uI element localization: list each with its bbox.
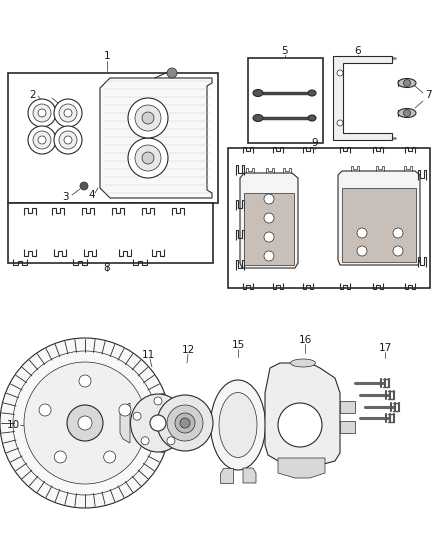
Circle shape: [54, 451, 66, 463]
Circle shape: [264, 213, 274, 223]
Circle shape: [403, 79, 410, 86]
Circle shape: [135, 105, 161, 131]
Polygon shape: [243, 468, 256, 483]
Circle shape: [128, 138, 168, 178]
Circle shape: [175, 412, 183, 420]
Circle shape: [33, 131, 51, 149]
Text: 3: 3: [62, 192, 68, 202]
Bar: [340, 421, 355, 433]
Circle shape: [24, 362, 146, 484]
Text: 2: 2: [30, 90, 36, 100]
Text: 12: 12: [181, 345, 194, 355]
Circle shape: [38, 136, 46, 144]
Circle shape: [119, 404, 131, 416]
Circle shape: [0, 338, 170, 508]
Bar: [228, 148, 430, 288]
Ellipse shape: [253, 90, 263, 96]
Circle shape: [79, 375, 91, 387]
Ellipse shape: [398, 78, 416, 87]
Polygon shape: [100, 78, 212, 198]
Polygon shape: [240, 173, 298, 268]
Circle shape: [128, 98, 168, 138]
Circle shape: [393, 246, 403, 256]
Circle shape: [64, 109, 72, 117]
Circle shape: [38, 109, 46, 117]
Text: 17: 17: [378, 343, 392, 353]
Circle shape: [33, 104, 51, 122]
Text: 11: 11: [141, 350, 155, 360]
Text: 7: 7: [425, 90, 431, 100]
Circle shape: [337, 70, 343, 76]
Circle shape: [264, 232, 274, 242]
Circle shape: [157, 395, 213, 451]
Circle shape: [64, 136, 72, 144]
Polygon shape: [244, 193, 294, 265]
Ellipse shape: [211, 380, 265, 470]
Text: 1: 1: [104, 51, 110, 61]
Circle shape: [142, 152, 154, 164]
Circle shape: [357, 228, 367, 238]
Ellipse shape: [398, 109, 416, 117]
Circle shape: [264, 194, 274, 204]
Polygon shape: [333, 56, 392, 140]
Circle shape: [167, 68, 177, 78]
Circle shape: [154, 397, 162, 405]
Circle shape: [278, 403, 322, 447]
Circle shape: [54, 126, 82, 154]
Text: 15: 15: [231, 340, 245, 350]
Circle shape: [78, 416, 92, 430]
Circle shape: [28, 126, 56, 154]
Circle shape: [264, 251, 274, 261]
Circle shape: [59, 131, 77, 149]
Bar: [8, 73, 218, 203]
Circle shape: [67, 405, 103, 441]
Text: 10: 10: [7, 420, 20, 430]
Ellipse shape: [308, 115, 316, 121]
Bar: [340, 401, 355, 413]
Text: 9: 9: [312, 138, 318, 148]
Text: 6: 6: [355, 46, 361, 56]
Circle shape: [28, 99, 56, 127]
Circle shape: [141, 437, 149, 445]
Text: 16: 16: [298, 335, 311, 345]
Bar: [8, 203, 213, 263]
Circle shape: [403, 109, 410, 117]
Polygon shape: [278, 458, 325, 478]
Polygon shape: [186, 403, 200, 443]
Ellipse shape: [253, 115, 263, 122]
Bar: [248, 58, 323, 143]
Circle shape: [133, 412, 141, 420]
Circle shape: [175, 413, 195, 433]
Circle shape: [337, 120, 343, 126]
Circle shape: [135, 145, 161, 171]
Circle shape: [104, 451, 116, 463]
Ellipse shape: [308, 90, 316, 96]
Circle shape: [59, 104, 77, 122]
Text: 5: 5: [282, 46, 288, 56]
Polygon shape: [220, 468, 233, 483]
Polygon shape: [338, 171, 420, 265]
Ellipse shape: [219, 392, 257, 457]
Circle shape: [54, 99, 82, 127]
Polygon shape: [342, 188, 416, 262]
Circle shape: [142, 112, 154, 124]
Circle shape: [167, 405, 203, 441]
Circle shape: [80, 182, 88, 190]
Circle shape: [150, 415, 166, 431]
Circle shape: [39, 404, 51, 416]
Polygon shape: [120, 403, 130, 443]
Circle shape: [180, 418, 190, 428]
Circle shape: [167, 437, 175, 445]
Text: 8: 8: [104, 263, 110, 273]
Text: 4: 4: [88, 190, 95, 200]
Polygon shape: [265, 363, 340, 465]
Ellipse shape: [131, 394, 186, 452]
Ellipse shape: [290, 359, 315, 367]
Circle shape: [393, 228, 403, 238]
Circle shape: [357, 246, 367, 256]
